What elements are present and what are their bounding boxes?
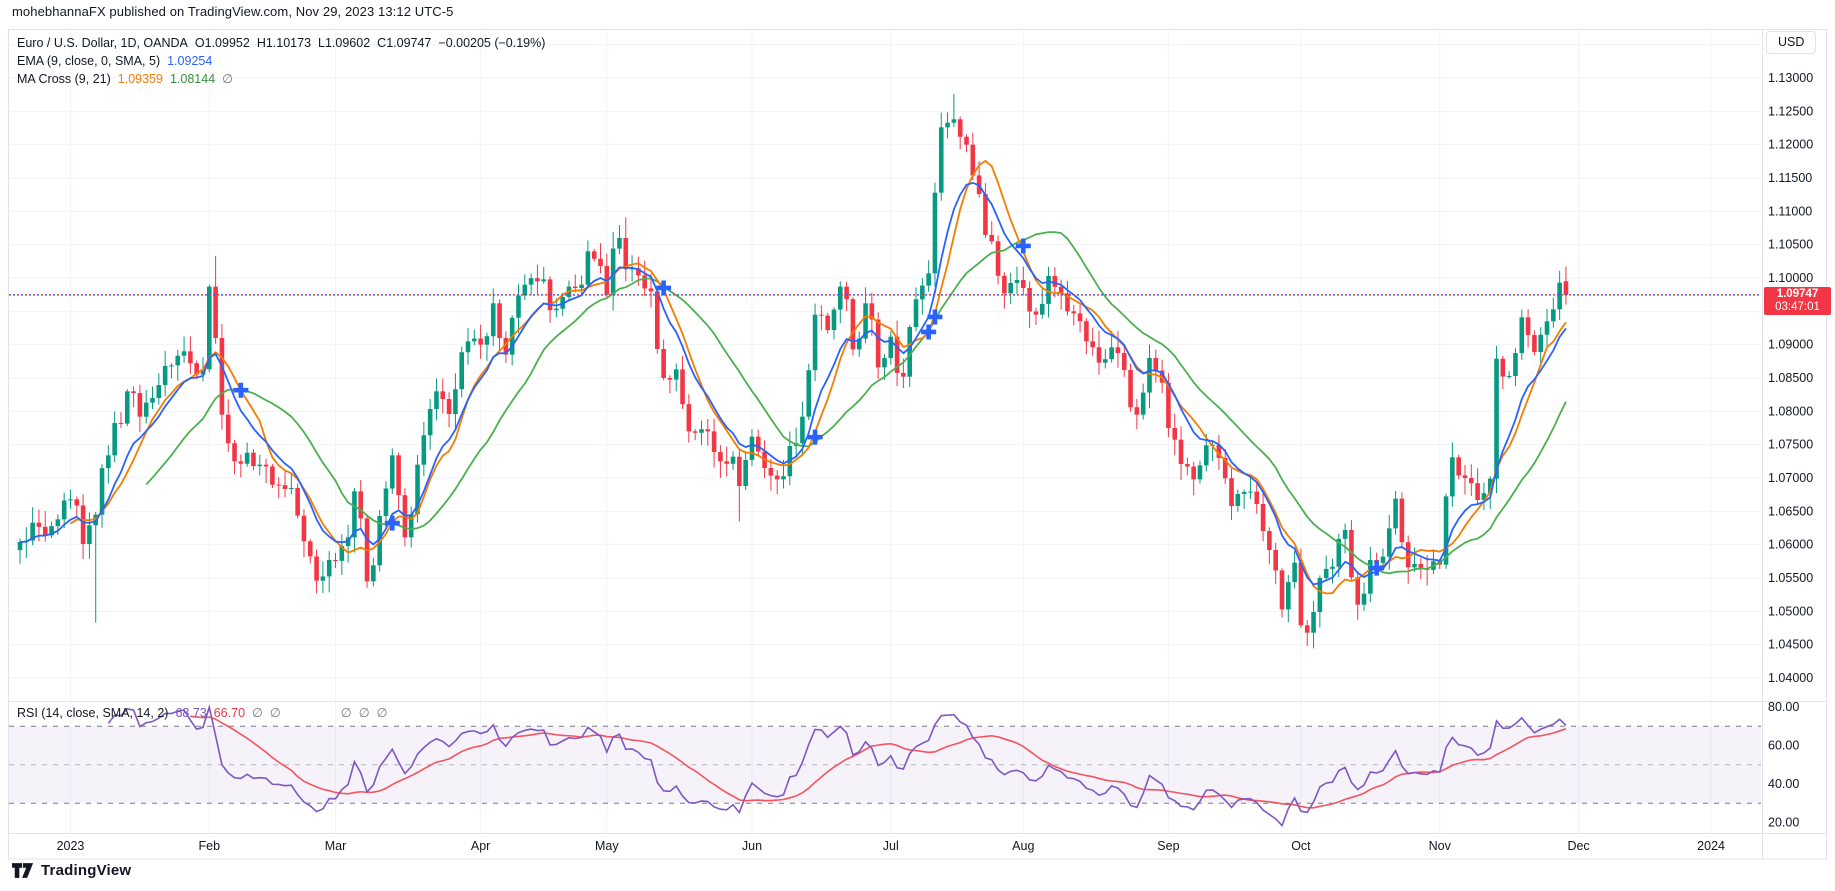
ohlc-change: −0.00205 (−0.19%) [438, 36, 546, 50]
tradingview-logo-link[interactable]: TradingView [12, 862, 131, 879]
price-axis-label: 1.06500 [1768, 504, 1813, 518]
price-axis-label: 1.09000 [1768, 338, 1813, 352]
bar-countdown: 03:47:01 [1775, 301, 1820, 313]
ohlc-high: H1.10173 [256, 36, 312, 50]
rsi-cross-3: ∅ [340, 706, 352, 720]
symbol-title: Euro / U.S. Dollar, 1D, OANDA [17, 36, 188, 50]
price-axis-label: 1.05000 [1768, 604, 1813, 618]
macross-slow-value: 1.08144 [169, 72, 216, 86]
rsi-ma-line [190, 715, 1567, 809]
rsi-line [107, 703, 1567, 828]
macross-cross-value: ∅ [222, 72, 234, 86]
price-axis-label: 1.07000 [1768, 471, 1813, 485]
pane-frame [8, 29, 1827, 860]
rsi-label: RSI (14, close, SMA, 14, 2) [17, 706, 169, 720]
ema-value: 1.09254 [167, 54, 213, 68]
sma-fast-line [69, 159, 1567, 595]
price-axis-label: 1.08500 [1768, 371, 1813, 385]
main-legend: Euro / U.S. Dollar, 1D, OANDA O1.09952 H… [17, 34, 545, 88]
tradingview-logo-icon [12, 863, 34, 878]
time-axis-label: Jul [883, 839, 899, 853]
price-axis-label: 1.11500 [1768, 171, 1812, 185]
price-axis-label: 1.10500 [1768, 238, 1813, 252]
time-axis-label: Sep [1157, 839, 1179, 853]
time-axis-label: Dec [1567, 839, 1589, 853]
grid-layer [9, 30, 1761, 833]
ohlc-low: L1.09602 [318, 36, 371, 50]
macross-label: MA Cross (9, 21) [17, 72, 111, 86]
last-price-value: 1.09747 [1776, 288, 1819, 300]
ohlc-open: O1.09952 [194, 36, 250, 50]
rsi-cross-1: ∅ [252, 706, 263, 720]
publish-credit: mohebhannaFX published on TradingView.co… [12, 4, 454, 19]
price-axis-label: 1.13000 [1768, 71, 1813, 85]
time-axis-label: Feb [199, 839, 221, 853]
time-axis[interactable]: 2023 Feb Mar Apr May Jun Jul Aug Sep Oct Nov Dec 202… [57, 839, 1725, 853]
ema-line [19, 181, 1567, 586]
tradingview-logo-text: TradingView [41, 862, 132, 879]
price-axis-label: 1.05500 [1768, 571, 1813, 585]
time-axis-label: Mar [325, 839, 347, 853]
price-axis-label: 1.12000 [1768, 138, 1813, 152]
price-axis-label: 1.08000 [1768, 404, 1813, 418]
price-axis-label: 1.04500 [1768, 638, 1813, 652]
candles-layer [17, 94, 1569, 649]
ohlc-close: C1.09747 [377, 36, 432, 50]
time-axis-label: 2023 [57, 839, 85, 853]
rsi-axis-label: 40.00 [1768, 777, 1799, 791]
ema-legend-row[interactable]: EMA (9, close, 0, SMA, 5) 1.09254 [17, 52, 545, 70]
rsi-axis-label: 60.00 [1768, 739, 1799, 753]
last-price-badge: 1.09747 03:47:01 [1764, 287, 1831, 315]
rsi-axis-label: 80.00 [1768, 700, 1799, 714]
rsi-legend-row[interactable]: RSI (14, close, SMA, 14, 2) 68.73 66.70 … [17, 705, 387, 722]
rsi-ma-value: 66.70 [213, 706, 246, 720]
time-axis-label: May [595, 839, 619, 853]
rsi-cross-4: ∅ [358, 706, 370, 720]
rsi-cross-5: ∅ [376, 706, 388, 720]
rsi-value: 68.73 [175, 706, 207, 720]
rsi-cross-2: ∅ [269, 706, 281, 720]
time-axis-label: Jun [742, 839, 762, 853]
ma-cross-markers [233, 238, 1385, 576]
price-axis[interactable]: 1.13000 1.12500 1.12000 1.11500 1.11000 1.105… [1768, 71, 1813, 830]
price-axis-label: 1.10000 [1768, 271, 1813, 285]
macross-fast-value: 1.09359 [117, 72, 163, 86]
rsi-band [9, 725, 1761, 804]
price-axis-label: 1.06000 [1768, 538, 1813, 552]
price-axis-label: 1.04000 [1768, 671, 1813, 685]
macross-legend-row[interactable]: MA Cross (9, 21) 1.09359 1.08144 ∅ [17, 70, 545, 88]
symbol-legend-row[interactable]: Euro / U.S. Dollar, 1D, OANDA O1.09952 H… [17, 34, 545, 52]
currency-toggle-button[interactable]: USD [1766, 31, 1817, 54]
price-axis-label: 1.11000 [1768, 204, 1812, 218]
rsi-axis-label: 20.00 [1768, 816, 1799, 830]
time-axis-label: 2024 [1697, 839, 1725, 853]
sma-slow-line [145, 231, 1567, 575]
time-axis-label: Oct [1291, 839, 1311, 853]
price-axis-label: 1.12500 [1768, 104, 1813, 118]
time-axis-label: Apr [471, 839, 490, 853]
time-axis-label: Aug [1012, 839, 1034, 853]
time-axis-label: Nov [1429, 839, 1452, 853]
price-axis-label: 1.07500 [1768, 438, 1813, 452]
ema-label: EMA (9, close, 0, SMA, 5) [17, 54, 161, 68]
